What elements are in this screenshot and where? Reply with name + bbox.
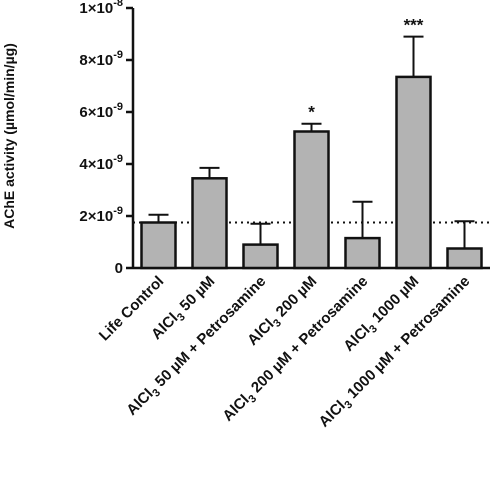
bar <box>395 75 432 270</box>
y-tick-label: 0 <box>115 260 123 277</box>
y-tick-label: 6×10-9 <box>79 101 123 121</box>
significance-marker: *** <box>404 16 424 35</box>
bar <box>293 130 330 270</box>
bar <box>140 221 177 270</box>
y-tick-label: 8×10-9 <box>79 49 123 69</box>
bar <box>446 247 483 270</box>
bar <box>242 243 279 270</box>
y-tick-label: 4×10-9 <box>79 153 123 173</box>
significance-marker: * <box>308 103 315 122</box>
bar <box>344 236 381 270</box>
y-axis-label: AChE activity (µmol/min/µg) <box>1 43 17 229</box>
y-tick-label: 2×10-9 <box>79 205 123 225</box>
y-tick-label: 1×10-8 <box>79 0 123 17</box>
bar <box>191 177 228 270</box>
